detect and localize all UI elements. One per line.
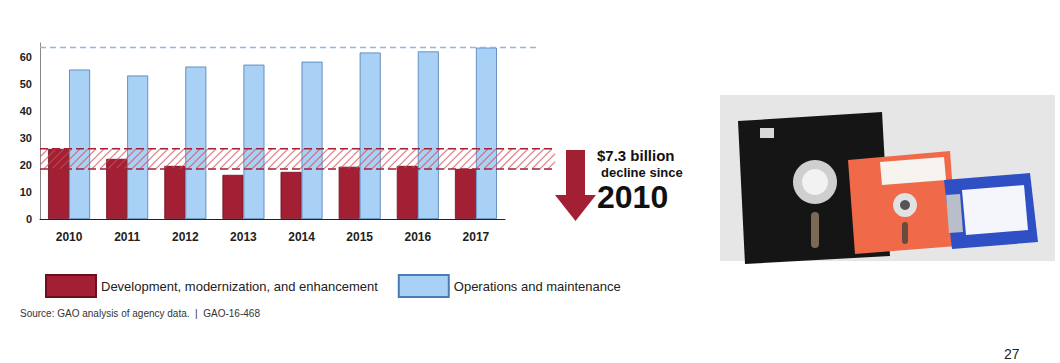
svg-text:27: 27: [1004, 346, 1020, 362]
svg-text:2012: 2012: [172, 230, 199, 244]
svg-text:2013: 2013: [230, 230, 257, 244]
svg-text:Source: GAO analysis of agency: Source: GAO analysis of agency data. | G…: [20, 308, 260, 319]
svg-text:2015: 2015: [346, 230, 373, 244]
svg-text:0: 0: [26, 213, 32, 225]
svg-text:$7.3 billion: $7.3 billion: [597, 147, 675, 164]
svg-text:Development, modernization, an: Development, modernization, and enhancem…: [101, 279, 378, 294]
svg-text:50: 50: [20, 78, 32, 90]
svg-text:2017: 2017: [463, 230, 490, 244]
svg-text:Operations and maintenance: Operations and maintenance: [454, 279, 621, 294]
svg-text:30: 30: [20, 132, 32, 144]
svg-text:2011: 2011: [114, 230, 140, 244]
svg-text:2010: 2010: [597, 179, 668, 215]
svg-text:2010: 2010: [56, 230, 83, 244]
svg-text:10: 10: [20, 186, 32, 198]
svg-text:20: 20: [20, 159, 32, 171]
svg-text:2014: 2014: [288, 230, 315, 244]
svg-text:40: 40: [20, 105, 32, 117]
svg-text:2016: 2016: [404, 230, 431, 244]
svg-text:decline since: decline since: [601, 165, 683, 180]
svg-text:60: 60: [20, 51, 32, 63]
